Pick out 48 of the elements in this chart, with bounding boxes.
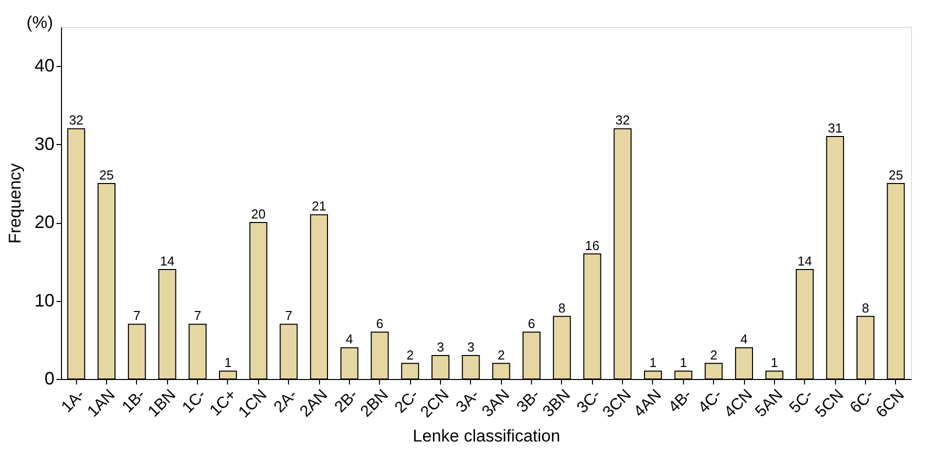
y-tick-label: 30: [34, 134, 54, 154]
data-label: 21: [312, 198, 326, 214]
data-label: 32: [615, 112, 630, 128]
y-tick-label: 40: [34, 56, 54, 76]
x-tick-label: 1B-: [119, 386, 149, 416]
x-tick-label: 3A-: [453, 386, 483, 416]
y-tick-label: 0: [44, 368, 54, 388]
data-label: 2: [498, 347, 505, 362]
data-label: 32: [68, 112, 84, 128]
data-label: 7: [133, 308, 141, 324]
data-label: 1: [224, 355, 232, 370]
y-axis-title: Frequency: [5, 162, 24, 244]
data-label: 8: [558, 300, 566, 316]
y-tick-label: 20: [34, 212, 54, 232]
data-label: 7: [285, 308, 292, 324]
data-label: 1: [649, 355, 657, 370]
text: (%): [26, 13, 53, 32]
data-label: 7: [194, 308, 202, 324]
data-label: 16: [585, 238, 600, 253]
x-tick-label: 1A-: [58, 386, 88, 416]
x-tick-label: 6C-: [847, 386, 878, 417]
data-label: 3: [436, 340, 444, 355]
x-tick-label: 2A-: [271, 386, 301, 416]
x-tick-label: 3B-: [514, 386, 544, 416]
data-label: 14: [798, 253, 812, 268]
data-label: 2: [710, 347, 718, 362]
data-label: 25: [99, 167, 114, 182]
x-tick-label: 3C-: [574, 386, 604, 417]
x-tick-label: 4B-: [666, 386, 696, 416]
x-axis-title: Lenke classification: [412, 426, 560, 446]
data-label: 4: [346, 332, 354, 347]
data-label: 6: [376, 316, 384, 332]
data-label: 4: [740, 332, 748, 347]
y-tick-label: 10: [34, 290, 54, 310]
data-label: 2: [406, 347, 414, 362]
data-label: 3: [467, 340, 474, 355]
data-label: 1: [680, 355, 687, 370]
x-tick-label: 4AN: [630, 386, 665, 421]
x-tick-label: 2C-: [392, 386, 422, 417]
data-label: 20: [251, 206, 266, 222]
x-tick-label: 2B-: [332, 386, 362, 416]
x-tick-label: 4C-: [695, 386, 726, 417]
data-label: 1: [770, 355, 778, 370]
data-label: 25: [888, 167, 904, 182]
data-label: 8: [862, 300, 870, 316]
data-label: 6: [528, 316, 536, 332]
data-label: 14: [160, 253, 174, 268]
data-label: 31: [828, 120, 842, 136]
